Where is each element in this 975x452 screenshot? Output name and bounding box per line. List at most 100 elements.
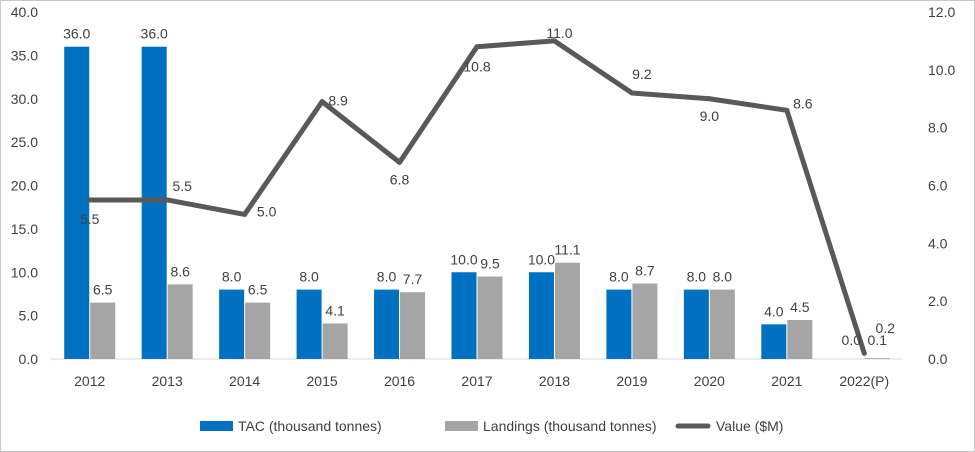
label-landings: 8.7 bbox=[635, 263, 655, 279]
label-value: 11.0 bbox=[546, 25, 572, 41]
label-landings: 4.1 bbox=[325, 302, 345, 318]
bars-layer bbox=[64, 46, 890, 359]
x-tick-label: 2015 bbox=[307, 373, 338, 389]
x-tick-label: 2017 bbox=[461, 373, 492, 389]
label-landings: 0.1 bbox=[868, 332, 888, 348]
bar-tac bbox=[451, 272, 477, 359]
label-tac: 10.0 bbox=[528, 251, 555, 267]
label-value: 5.5 bbox=[80, 211, 100, 227]
label-value: 6.8 bbox=[390, 171, 410, 187]
label-value: 8.9 bbox=[328, 93, 348, 109]
bar-tac bbox=[64, 46, 90, 359]
legend-swatch bbox=[445, 421, 478, 431]
bar-landings bbox=[322, 323, 348, 359]
x-tick-label: 2016 bbox=[384, 373, 415, 389]
y-right-tick-label: 0.0 bbox=[928, 351, 948, 367]
axes-layer: 0.0 5.0 10.0 15.0 20.0 25.0 30.0 35.0 40.0 0.0 2.0… bbox=[11, 4, 956, 389]
y-right-tick-label: 8.0 bbox=[928, 120, 948, 136]
point-value bbox=[87, 197, 93, 203]
label-landings: 9.5 bbox=[480, 256, 500, 272]
legend: TAC (thousand tonnes) Landings (thousand … bbox=[200, 418, 783, 434]
y-left-tick-label: 5.0 bbox=[19, 308, 39, 324]
point-value bbox=[319, 99, 325, 105]
label-tac: 8.0 bbox=[222, 269, 242, 285]
x-tick-label: 2021 bbox=[771, 373, 802, 389]
x-tick-label: 2022(P) bbox=[839, 373, 889, 389]
bar-tac bbox=[296, 289, 322, 359]
bar-tac bbox=[219, 289, 245, 359]
x-tick-label: 2018 bbox=[539, 373, 570, 389]
bar-landings bbox=[400, 292, 426, 359]
label-tac: 36.0 bbox=[63, 26, 90, 42]
y-right-tick-label: 2.0 bbox=[928, 293, 948, 309]
label-landings: 6.5 bbox=[248, 282, 268, 298]
point-value bbox=[861, 350, 867, 356]
bar-landings bbox=[632, 283, 658, 359]
label-value: 9.2 bbox=[632, 66, 652, 82]
y-left-tick-label: 20.0 bbox=[11, 178, 38, 194]
bar-tac bbox=[606, 289, 632, 359]
legend-label: Value ($M) bbox=[716, 418, 783, 434]
bar-landings bbox=[864, 358, 890, 359]
point-value bbox=[242, 211, 248, 217]
label-tac: 10.0 bbox=[450, 251, 477, 267]
label-landings: 6.5 bbox=[93, 282, 113, 298]
label-value: 10.8 bbox=[463, 59, 490, 75]
label-landings: 11.1 bbox=[554, 242, 580, 258]
label-tac: 4.0 bbox=[764, 303, 784, 319]
label-value: 9.0 bbox=[700, 108, 720, 124]
y-right-tick-label: 12.0 bbox=[928, 4, 955, 20]
label-value: 5.0 bbox=[257, 203, 277, 219]
legend-swatch bbox=[200, 421, 233, 431]
y-right-tick-label: 6.0 bbox=[928, 178, 948, 194]
label-value: 5.5 bbox=[172, 178, 192, 194]
label-tac: 8.0 bbox=[687, 269, 707, 285]
line-value bbox=[87, 38, 867, 356]
bar-landings bbox=[554, 262, 580, 359]
x-tick-label: 2014 bbox=[229, 373, 260, 389]
data-labels-layer: 36.06.536.08.6 8.06.58.04.18.0 7.710.0 9.5 1… bbox=[63, 25, 895, 348]
bar-landings bbox=[709, 289, 735, 359]
x-tick-label: 2020 bbox=[694, 373, 725, 389]
label-value: 0.2 bbox=[876, 320, 896, 336]
y-left-tick-label: 25.0 bbox=[11, 134, 38, 150]
label-landings: 8.6 bbox=[170, 263, 190, 279]
y-left-tick-label: 30.0 bbox=[11, 91, 38, 107]
y-right-tick-label: 4.0 bbox=[928, 235, 948, 251]
bar-landings bbox=[167, 284, 193, 359]
point-value bbox=[551, 38, 557, 44]
label-landings: 4.5 bbox=[790, 299, 810, 315]
x-tick-label: 2019 bbox=[616, 373, 647, 389]
label-tac: 8.0 bbox=[299, 269, 319, 285]
y-left-tick-label: 0.0 bbox=[19, 351, 39, 367]
y-left-tick-label: 40.0 bbox=[11, 4, 38, 20]
bar-landings bbox=[477, 276, 503, 359]
label-tac: 36.0 bbox=[141, 26, 168, 42]
bar-landings bbox=[787, 319, 813, 359]
label-tac: 0.0 bbox=[842, 332, 862, 348]
y-right-tick-label: 10.0 bbox=[928, 62, 955, 78]
label-value: 8.6 bbox=[793, 95, 813, 111]
legend-label: TAC (thousand tonnes) bbox=[238, 418, 382, 434]
line-layer bbox=[87, 38, 867, 356]
bar-tac bbox=[683, 289, 709, 359]
x-tick-label: 2012 bbox=[74, 373, 105, 389]
bar-landings bbox=[245, 302, 271, 359]
bar-tac bbox=[761, 324, 787, 359]
bar-tac bbox=[141, 46, 167, 359]
point-value bbox=[397, 159, 403, 165]
label-tac: 8.0 bbox=[377, 269, 397, 285]
y-left-tick-label: 35.0 bbox=[11, 47, 38, 63]
legend-label: Landings (thousand tonnes) bbox=[483, 418, 657, 434]
point-value bbox=[474, 44, 480, 50]
label-landings: 8.0 bbox=[713, 269, 733, 285]
y-left-tick-label: 10.0 bbox=[11, 264, 38, 280]
x-tick-label: 2013 bbox=[152, 373, 183, 389]
bar-tac bbox=[528, 272, 554, 359]
point-value bbox=[784, 107, 790, 113]
bar-landings bbox=[90, 302, 116, 359]
label-tac: 8.0 bbox=[609, 269, 629, 285]
bar-tac bbox=[374, 289, 400, 359]
point-value bbox=[629, 90, 635, 96]
